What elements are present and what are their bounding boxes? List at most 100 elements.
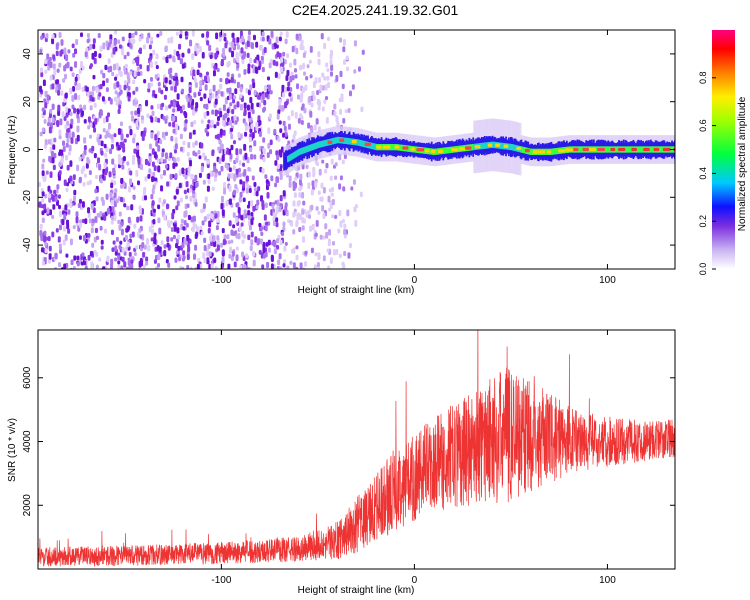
noise-speck (140, 115, 144, 121)
signal-core (297, 149, 300, 156)
noise-speck (232, 98, 236, 104)
signal-core (511, 144, 514, 151)
noise-speck (177, 245, 181, 251)
noise-speck (91, 85, 95, 92)
noise-speck (192, 69, 196, 77)
noise-speck (176, 227, 180, 234)
noise-speck (172, 101, 176, 108)
noise-speck (87, 159, 91, 165)
signal-core (408, 145, 411, 152)
signal-core (501, 142, 504, 150)
noise-speck (151, 161, 155, 167)
noise-speck (60, 39, 64, 46)
noise-speck (76, 164, 80, 172)
noise-speck (227, 240, 231, 245)
noise-speck (261, 31, 265, 37)
signal-core (356, 139, 359, 146)
noise-speck (163, 159, 167, 164)
noise-speck (218, 37, 222, 42)
noise-speck (162, 169, 166, 176)
noise-speck (152, 208, 156, 213)
noise-speck (156, 245, 160, 252)
noise-speck (276, 238, 280, 244)
noise-speck (194, 45, 198, 52)
noise-speck (114, 90, 118, 95)
noise-speck (225, 200, 229, 207)
noise-speck (253, 58, 257, 64)
noise-speck (192, 142, 196, 148)
noise-speck (331, 198, 335, 206)
noise-speck (166, 242, 170, 248)
noise-speck (127, 92, 131, 97)
noise-speck (40, 204, 44, 209)
noise-speck (188, 238, 192, 244)
noise-speck (274, 71, 278, 78)
noise-speck (143, 186, 147, 194)
noise-speck (295, 245, 299, 250)
signal-core (661, 146, 664, 153)
noise-speck (190, 216, 194, 223)
signal-core (324, 139, 327, 147)
noise-speck (41, 198, 45, 203)
noise-speck (113, 39, 117, 46)
noise-speck (266, 191, 270, 199)
signal-core (350, 138, 353, 145)
noise-speck (239, 86, 243, 93)
noise-speck (216, 235, 220, 241)
noise-speck (226, 62, 230, 68)
noise-speck (235, 254, 239, 262)
noise-speck (152, 218, 156, 225)
noise-speck (249, 128, 253, 134)
noise-speck (316, 89, 320, 95)
noise-speck (206, 259, 210, 265)
signal-core (359, 139, 362, 147)
noise-speck (45, 170, 49, 175)
signal-core (580, 146, 583, 153)
noise-speck (188, 86, 192, 94)
noise-speck (194, 201, 198, 207)
noise-speck (357, 66, 361, 72)
noise-speck (118, 44, 122, 49)
noise-speck (154, 116, 158, 123)
signal-hotspot (451, 148, 459, 152)
signal-core (310, 144, 312, 151)
noise-speck (308, 214, 312, 219)
noise-speck (194, 244, 198, 251)
noise-speck (105, 78, 109, 84)
noise-speck (304, 250, 308, 256)
noise-speck (314, 252, 318, 257)
noise-speck (261, 66, 265, 73)
noise-speck (167, 223, 171, 229)
noise-speck (287, 81, 291, 87)
signal-core (300, 148, 303, 155)
noise-speck (248, 136, 252, 143)
noise-speck (307, 171, 311, 178)
noise-speck (126, 225, 130, 232)
noise-speck (276, 163, 280, 170)
noise-speck (344, 109, 348, 114)
noise-speck (206, 159, 210, 165)
noise-speck (160, 173, 164, 180)
noise-speck (321, 205, 325, 212)
noise-speck (327, 36, 331, 42)
noise-speck (322, 255, 326, 262)
noise-speck (189, 95, 193, 102)
noise-speck (253, 187, 257, 192)
noise-speck (250, 102, 254, 110)
signal-core (436, 148, 439, 155)
noise-speck (151, 188, 155, 195)
noise-speck (349, 243, 353, 249)
noise-speck (154, 93, 158, 99)
noise-speck (102, 266, 106, 269)
noise-speck (325, 231, 329, 239)
noise-speck (324, 168, 328, 174)
noise-speck (97, 33, 101, 39)
noise-speck (153, 165, 157, 172)
noise-speck (129, 42, 133, 49)
noise-speck (271, 241, 275, 246)
noise-speck (50, 150, 54, 158)
signal-core (392, 144, 395, 151)
noise-speck (164, 86, 168, 92)
noise-speck (191, 109, 195, 116)
noise-speck (218, 170, 222, 176)
